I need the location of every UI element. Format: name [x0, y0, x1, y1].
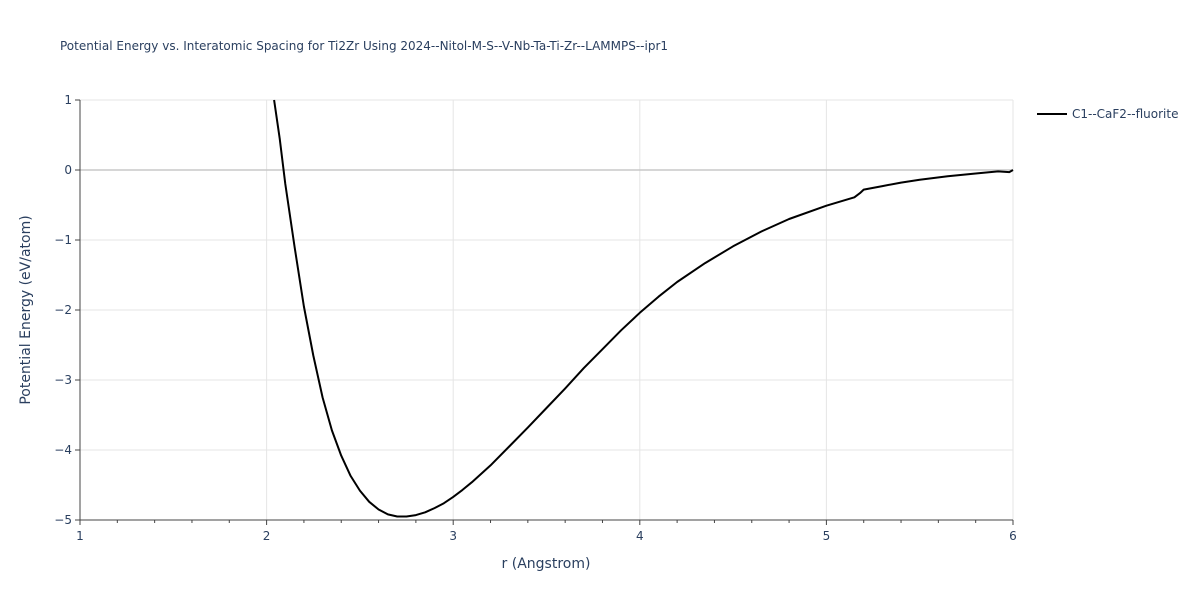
x-tick-label: 4 — [636, 529, 644, 543]
chart-title: Potential Energy vs. Interatomic Spacing… — [60, 39, 668, 53]
y-axis-ticks: 1 0 −1 −2 −3 −4 −5 — [54, 93, 80, 527]
y-tick-label: 1 — [64, 93, 72, 107]
legend-label: C1--CaF2--fluorite — [1072, 107, 1178, 121]
series-group — [273, 99, 1014, 518]
y-tick-label: −5 — [54, 513, 72, 527]
y-tick-label: −3 — [54, 373, 72, 387]
y-axis-title: Potential Energy (eV/atom) — [18, 215, 34, 404]
x-axis-title: r (Angstrom) — [502, 556, 591, 572]
x-tick-label: 5 — [823, 529, 831, 543]
grid — [80, 99, 1014, 521]
x-tick-label: 1 — [76, 529, 84, 543]
x-axis-ticks: 1 2 3 4 5 6 — [76, 520, 1017, 543]
legend[interactable]: C1--CaF2--fluorite — [1037, 107, 1178, 121]
x-tick-label: 6 — [1009, 529, 1017, 543]
x-tick-label: 2 — [263, 529, 271, 543]
y-tick-label: −2 — [54, 303, 72, 317]
x-tick-label: 3 — [449, 529, 457, 543]
y-tick-label: −4 — [54, 443, 72, 457]
y-tick-label: 0 — [64, 163, 72, 177]
series-line — [273, 99, 1014, 518]
y-tick-label: −1 — [54, 233, 72, 247]
